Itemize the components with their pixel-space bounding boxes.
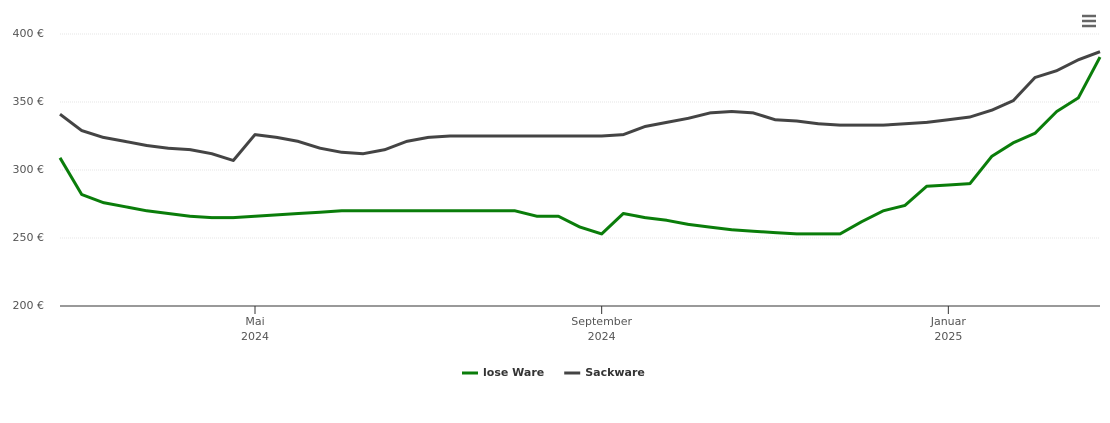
legend-label: lose Ware <box>483 366 544 379</box>
x-tick-label: 2025 <box>934 330 962 343</box>
x-tick-label: 2024 <box>588 330 616 343</box>
menu-button[interactable] <box>1080 14 1098 30</box>
legend-item[interactable]: lose Ware <box>462 366 544 379</box>
x-tick-label: Mai <box>245 315 264 328</box>
line-series <box>58 56 1102 236</box>
x-tick-label: September <box>571 315 632 328</box>
line-series <box>59 50 1101 162</box>
y-tick-label: 200 € <box>13 299 45 312</box>
legend: lose Ware Sackware <box>462 366 645 379</box>
y-tick-label: 400 € <box>13 27 45 40</box>
x-tick-label: 2024 <box>241 330 269 343</box>
y-tick-label: 250 € <box>13 231 45 244</box>
y-tick-label: 300 € <box>13 163 45 176</box>
legend-item[interactable]: Sackware <box>564 366 645 379</box>
legend-label: Sackware <box>585 366 645 379</box>
x-tick-label: Januar <box>930 315 967 328</box>
y-tick-label: 350 € <box>13 95 45 108</box>
